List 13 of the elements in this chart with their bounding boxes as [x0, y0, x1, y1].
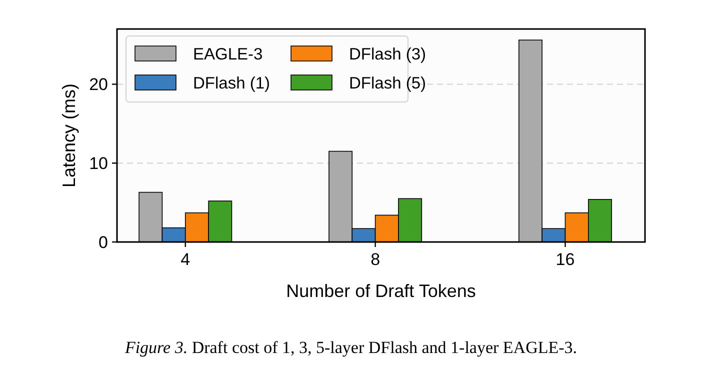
- x-axis-title: Number of Draft Tokens: [286, 281, 476, 301]
- y-axis-title: Latency (ms): [59, 83, 79, 188]
- legend-label: DFlash (3): [349, 45, 426, 64]
- x-tick-label: 16: [556, 250, 575, 269]
- y-tick-label: 20: [89, 75, 108, 94]
- legend-label: EAGLE-3: [193, 45, 263, 64]
- y-tick-label: 0: [98, 232, 108, 252]
- x-tick-label: 8: [370, 250, 380, 269]
- legend-label: DFlash (1): [193, 74, 270, 92]
- legend-label: DFlash (5): [349, 74, 426, 92]
- x-tick-label: 4: [180, 250, 190, 269]
- y-tick-label: 10: [89, 154, 108, 174]
- caption: Figure 3. Draft cost of 1, 3, 5-layer DFlash and 1-layer EAGLE-3.: [124, 338, 578, 357]
